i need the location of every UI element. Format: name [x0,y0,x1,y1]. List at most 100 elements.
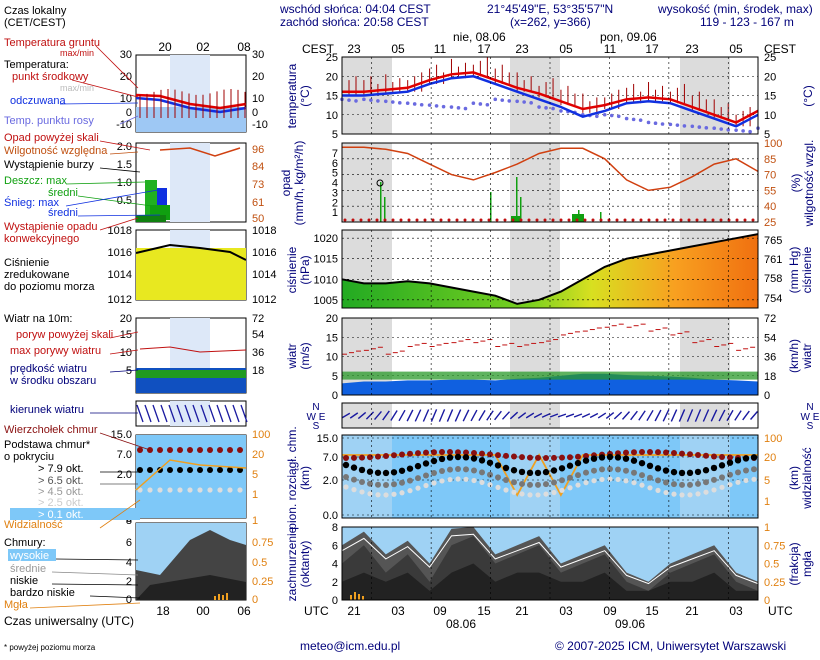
legend-cl-tick-r: 0.75 [252,537,273,549]
legend-pres-tick-l: 1016 [108,247,132,259]
legend-hum-tick: 84 [252,161,264,173]
cb-top-dot [391,452,397,459]
cb-dot-65 [487,471,493,478]
dew-point-dot [748,129,752,134]
wind-dir-arrow [541,413,551,418]
night-band-dir-1 [510,403,560,428]
cb-dot-79 [582,457,590,464]
legend-leader-1 [71,79,139,98]
wind-tick-kmh: 54 [764,332,776,344]
email-link[interactable]: meteo@icm.edu.pl [300,639,401,653]
cb-dot-79 [670,468,678,476]
cb-dot-79 [374,469,382,476]
convective-dot [647,218,651,222]
coords-text: 21°45'49"E, 53°35'57"N [487,2,614,16]
cloud-total-line [341,533,759,585]
precip-tick: 7 [332,148,338,160]
temp-tick-right: 25 [764,52,776,64]
dew-point-dot [347,98,351,102]
cb-dot-25 [711,487,717,493]
visibility-tick: 100 [764,433,782,445]
legend-leader-12 [109,331,139,339]
dew-point-dot [354,99,358,103]
cb-dot-65 [575,472,581,479]
cb-dot-79 [694,468,702,476]
pressure-area [342,234,758,308]
cb-dot-25 [703,489,709,495]
legend-cb-dot [207,467,213,473]
legend-cl-tick-l: 2 [126,576,132,588]
legend-wind-band [136,370,246,378]
convective-dot [519,218,523,222]
fog-tick: 0.5 [764,559,779,571]
convective-dot [575,218,579,222]
fog-bar-1 [354,592,356,600]
temp-tick-left: 5 [332,129,338,141]
wind-dir-arrow [686,409,694,422]
compass-s-l: S [313,421,320,432]
cb-dot-79 [574,459,582,467]
wind-dir-arrow [486,410,494,421]
convective-dot [543,218,547,222]
convective-dot [511,218,515,222]
utc-tick: 21 [515,604,529,618]
dew-point-dot [522,100,526,104]
convective-dot [591,218,595,222]
precip-tick: 3 [332,187,338,199]
cb-dot-65 [383,481,389,488]
legend-cb-top [227,447,233,453]
convective-dot [711,218,715,222]
cb-dot-25 [567,485,573,491]
cb-dot-25 [391,491,397,497]
copyright-text: © 2007-2025 ICM, Uniwersytet Warszawski [555,639,787,653]
wind-dir-arrow [630,410,638,421]
legend-cb-top [157,447,163,453]
legend-prec-tick: 1.5 [117,159,132,171]
wind-dir-arrow [390,410,398,421]
cb-dot-25 [495,484,501,491]
cb-top-dot [511,453,517,460]
convective-dot [495,218,499,222]
convective-dot [551,218,555,222]
fog-tick: 1 [764,522,770,534]
cb-dot-79 [510,467,518,474]
wind-tick-ms-0: 0 [332,390,338,402]
cb-dot-65 [415,475,421,482]
legend-cumulonimbus: Wierzchołek chmur [4,424,98,436]
humidity-tick: 100 [764,138,782,150]
cb-dot-65 [615,466,621,473]
legend-leader-10 [77,214,161,217]
legend-leader-24 [29,602,141,609]
cb-dot-25 [623,478,629,484]
legend-temp-tick-r: 30 [252,49,264,61]
cb-dot-25 [511,489,517,495]
cb-dot-65 [503,476,509,483]
cb-dot-65 [727,471,733,478]
panel-border-dir [341,402,759,429]
wind-dir-arrow [374,410,382,421]
legend-cb-dot [137,467,143,473]
legend-pressure-line [135,243,247,261]
panel-border-temp [341,56,759,135]
legend-cov-45: > 4.5 okt. [38,486,84,498]
legend-cb-dot2 [197,487,203,493]
legend-cb-dot2 [207,487,213,493]
rain-bar-wide2 [572,214,584,222]
legend-temp-tick-l: 30 [120,49,132,61]
cb-dot-79 [742,455,750,462]
cb-dot-25 [599,476,605,483]
legend-dir-arrow [168,404,176,423]
cb-top-dot [671,449,677,456]
cb-dot-65 [623,467,629,474]
legend-conv [136,215,166,222]
wind-dir-arrow [621,411,631,420]
legend-temp-tick-l: 20 [120,71,132,83]
cb-dot-65 [343,474,349,480]
dew-point-dot [638,118,643,122]
cb-top-dot [695,452,701,459]
cb-dot-65 [359,478,365,485]
cb-dot-65 [711,476,717,483]
legend-leader-2 [59,102,139,105]
legend-leader-11 [99,217,139,231]
rain-bar-2 [490,192,492,222]
